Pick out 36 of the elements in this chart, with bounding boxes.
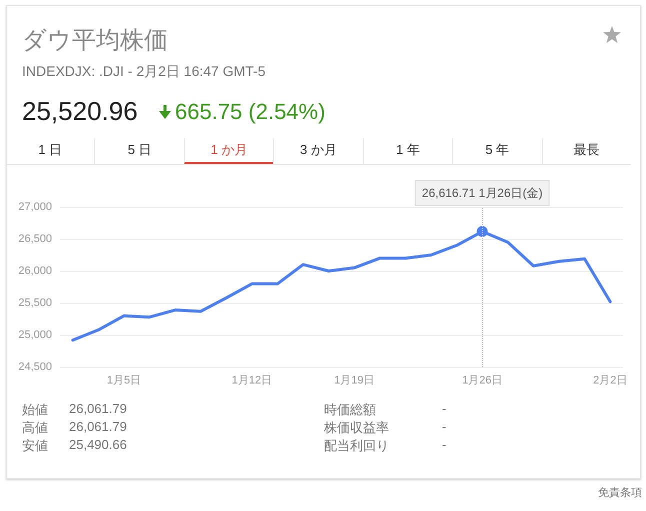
text: 1 年 bbox=[362, 138, 452, 164]
text: 1 か月 bbox=[184, 138, 274, 164]
x-tick-label: 2月2日 bbox=[593, 374, 628, 386]
text: 5 年 bbox=[452, 138, 542, 164]
chart-title: ダウ平均株価 bbox=[22, 26, 168, 56]
text: 26,061.79 bbox=[69, 419, 127, 434]
x-tick-label: 1月12日 bbox=[232, 374, 272, 386]
y-tick-label: 26,000 bbox=[18, 265, 52, 277]
text: 株価収益率 bbox=[324, 419, 389, 437]
text: 免責条項 bbox=[598, 486, 642, 500]
text: 始値 bbox=[22, 401, 48, 419]
text: 25,520.96 bbox=[22, 96, 138, 127]
text: 26,061.79 bbox=[69, 401, 127, 416]
x-tick-label: 1月5日 bbox=[106, 374, 142, 386]
text: 配当利回り bbox=[324, 437, 389, 455]
x-tick-label: 1月19日 bbox=[334, 374, 374, 386]
text: - bbox=[442, 419, 446, 434]
text: 最長 bbox=[542, 138, 631, 164]
y-tick-label: 26,500 bbox=[18, 233, 52, 245]
y-tick-label: 25,500 bbox=[18, 297, 52, 309]
chart-subtitle: INDEXDJX: .DJI - 2月2日 16:47 GMT-5 bbox=[22, 63, 266, 81]
text: 安値 bbox=[22, 437, 48, 455]
text: 1 日 bbox=[37, 141, 64, 159]
y-tick-label: 25,000 bbox=[18, 329, 52, 341]
text: 25,490.66 bbox=[69, 437, 127, 452]
text: - bbox=[442, 437, 446, 452]
text: 665.75 (2.54%) bbox=[175, 99, 326, 125]
ref-line-label: 26,616.71 1月26日(金) bbox=[422, 186, 543, 200]
x-tick-label: 1月26日 bbox=[462, 374, 502, 386]
text: - bbox=[442, 401, 446, 416]
text: 時価総額 bbox=[324, 401, 376, 419]
y-tick-label: 27,000 bbox=[18, 201, 52, 213]
y-tick-label: 24,500 bbox=[18, 361, 52, 373]
text: 高値 bbox=[22, 419, 48, 437]
text: 3 か月 bbox=[273, 138, 363, 164]
text: 5 日 bbox=[94, 138, 184, 164]
